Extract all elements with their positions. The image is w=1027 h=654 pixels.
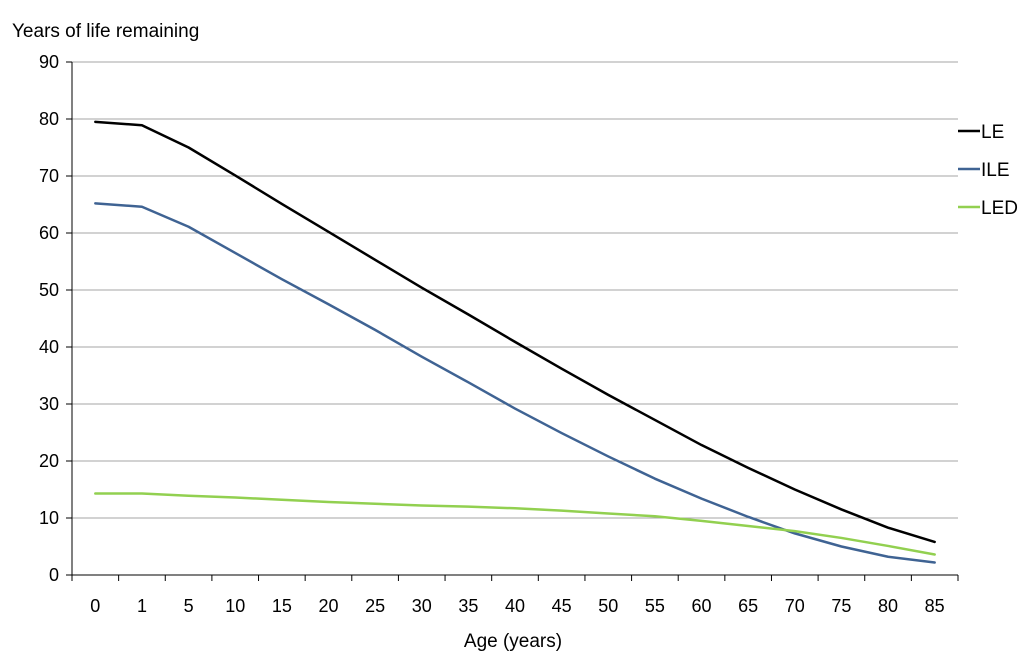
y-tick-label: 70	[39, 166, 59, 186]
y-tick-label: 10	[39, 508, 59, 528]
y-tick-label: 40	[39, 337, 59, 357]
x-tick-label: 45	[552, 596, 572, 616]
x-tick-labels: 0 1 5 10 15 20 25 30 35 40 45 50 55 60 65 70 75 80 85	[71, 575, 959, 616]
y-tick-label: 80	[39, 109, 59, 129]
x-axis-title: Age (years)	[464, 631, 562, 652]
x-tick-label: 65	[738, 596, 758, 616]
x-tick-label: 20	[318, 596, 338, 616]
x-tick-label: 0	[90, 596, 100, 616]
x-tick-label: 80	[878, 596, 898, 616]
x-tick-label: 60	[692, 596, 712, 616]
y-tick-label: 30	[39, 394, 59, 414]
x-tick-label: 5	[184, 596, 194, 616]
y-tick-label: 60	[39, 223, 59, 243]
series-line-ile	[94, 202, 936, 564]
series-line-le	[94, 120, 936, 544]
x-tick-label: 85	[925, 596, 945, 616]
x-tick-label: 10	[225, 596, 245, 616]
x-tick-label: 15	[272, 596, 292, 616]
x-tick-label: 30	[412, 596, 432, 616]
y-tick-label: 0	[49, 565, 59, 585]
legend-label-le: LE	[981, 122, 1004, 143]
y-tick-label: 50	[39, 280, 59, 300]
y-tick-labels: 0 10 20 30 40 50 60 70 80 90	[39, 52, 72, 585]
y-tick-label: 20	[39, 451, 59, 471]
legend: LE ILE LED	[958, 122, 1018, 219]
legend-label-ile: ILE	[981, 160, 1010, 181]
y-axis-title: Years of life remaining	[12, 21, 199, 42]
x-tick-label: 55	[645, 596, 665, 616]
x-tick-label: 40	[505, 596, 525, 616]
y-tick-label: 90	[39, 52, 59, 72]
legend-label-led: LED	[981, 198, 1018, 219]
series-line-led	[94, 492, 936, 556]
x-tick-label: 70	[785, 596, 805, 616]
x-tick-label: 75	[831, 596, 851, 616]
x-tick-label: 1	[137, 596, 147, 616]
x-tick-label: 50	[598, 596, 618, 616]
x-tick-label: 25	[365, 596, 385, 616]
gridlines	[72, 61, 958, 519]
series-lines	[94, 120, 936, 564]
x-tick-label: 35	[458, 596, 478, 616]
